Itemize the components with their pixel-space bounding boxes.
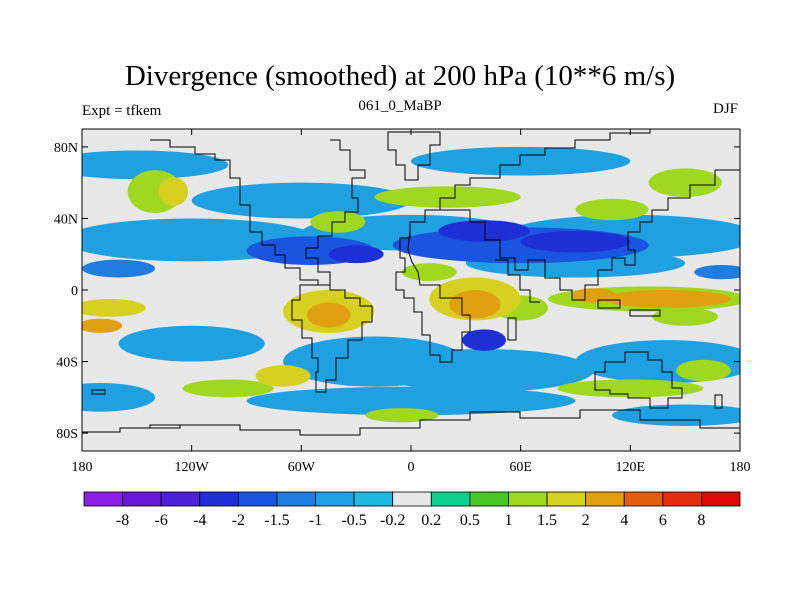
chart-center-string: 061_0_MaBP <box>358 98 442 114</box>
colorbar-label: 6 <box>659 512 667 529</box>
field-blob <box>374 349 594 392</box>
x-tick-label: 60W <box>288 460 316 475</box>
field-blob <box>82 259 156 278</box>
field-blob <box>82 318 123 333</box>
colorbar-swatch <box>276 491 316 507</box>
colorbar-label: -0.5 <box>341 512 366 529</box>
colorbar-swatch <box>353 491 394 507</box>
colorbar-swatch <box>199 491 239 507</box>
colorbar-swatch <box>392 491 432 507</box>
colorbar-swatch <box>701 491 741 507</box>
colorbar-label: 1 <box>504 512 512 529</box>
colorbar-swatch <box>160 491 201 507</box>
field-blob <box>652 307 719 326</box>
field-blob <box>246 386 576 416</box>
colorbar-label: -2 <box>232 512 245 529</box>
field-blob <box>118 325 265 362</box>
colorbar-label: -6 <box>155 512 168 529</box>
colorbar-swatch <box>508 491 548 507</box>
field-blob <box>158 177 189 206</box>
field-blob <box>82 383 156 412</box>
field-blob <box>520 230 631 253</box>
colorbar-swatch <box>623 491 664 507</box>
y-tick-label: 80N <box>54 141 78 156</box>
field-blob <box>612 404 740 426</box>
x-tick-label: 60E <box>509 460 532 475</box>
field-blob <box>676 359 731 382</box>
y-axis: 80N 40N 0 40S 80S <box>54 141 740 442</box>
colorbar-label: -0.2 <box>380 512 405 529</box>
field-blob <box>449 290 501 319</box>
field-blob <box>648 168 722 197</box>
field-blob <box>182 379 274 398</box>
colorbar-swatch <box>585 491 625 507</box>
colorbar-swatch <box>430 491 471 507</box>
field-blob <box>602 290 731 308</box>
field-blob <box>306 302 351 328</box>
divergence-field <box>82 146 740 426</box>
field-blob <box>438 220 530 242</box>
y-tick-label: 40S <box>56 356 78 371</box>
colorbar-swatch <box>662 491 702 507</box>
colorbar-swatch <box>237 491 278 507</box>
colorbar-label: -1 <box>309 512 322 529</box>
field-blob <box>255 365 311 387</box>
colorbar-label: 1.5 <box>537 512 557 529</box>
colorbar: -8 -6 -4 -2 -1.5 -1 -0.5 -0.2 0.2 0.5 1 1.5 2 4 6 8 <box>83 491 741 529</box>
colorbar-label: -1.5 <box>264 512 289 529</box>
x-tick-label: 180 <box>730 460 751 475</box>
field-blob <box>557 379 704 398</box>
field-blob <box>694 264 740 280</box>
x-tick-label: 120E <box>616 460 646 475</box>
y-tick-label: 40N <box>54 212 78 227</box>
colorbar-swatch <box>546 491 587 507</box>
field-blob <box>575 340 740 384</box>
field-blob <box>374 186 521 208</box>
x-tick-label: 180 <box>72 460 93 475</box>
chart-right-string: DJF <box>712 101 738 117</box>
field-blob <box>462 329 507 351</box>
colorbar-label: 0.2 <box>421 512 441 529</box>
field-blob <box>82 298 146 317</box>
colorbar-label: -4 <box>193 512 206 529</box>
field-blob <box>571 288 616 303</box>
colorbar-label: 2 <box>582 512 590 529</box>
field-blob <box>82 150 229 180</box>
field-blob <box>328 245 384 264</box>
colorbar-swatch <box>122 491 162 507</box>
chart-left-string: Expt = tfkem <box>82 103 162 119</box>
colorbar-label: 4 <box>620 512 628 529</box>
chart-title: Divergence (smoothed) at 200 hPa (10**6 … <box>124 60 676 92</box>
y-tick-label: 0 <box>71 284 78 299</box>
x-tick-label: 0 <box>408 460 415 475</box>
coastlines <box>82 129 740 436</box>
field-blob <box>411 146 631 176</box>
colorbar-label: -8 <box>116 512 129 529</box>
colorbar-swatch <box>83 491 123 507</box>
y-tick-label: 80S <box>56 427 78 442</box>
colorbar-swatch <box>315 491 355 507</box>
field-blob <box>401 263 457 282</box>
field-blob <box>191 182 411 219</box>
colorbar-swatch <box>469 491 509 507</box>
colorbar-label: 0.5 <box>460 512 480 529</box>
x-axis: 180 120W 60W 0 60E 120E 180 <box>72 129 751 475</box>
colorbar-label: 8 <box>697 512 705 529</box>
x-tick-label: 120W <box>175 460 210 475</box>
field-blob <box>365 408 439 423</box>
field-blob <box>575 198 649 221</box>
